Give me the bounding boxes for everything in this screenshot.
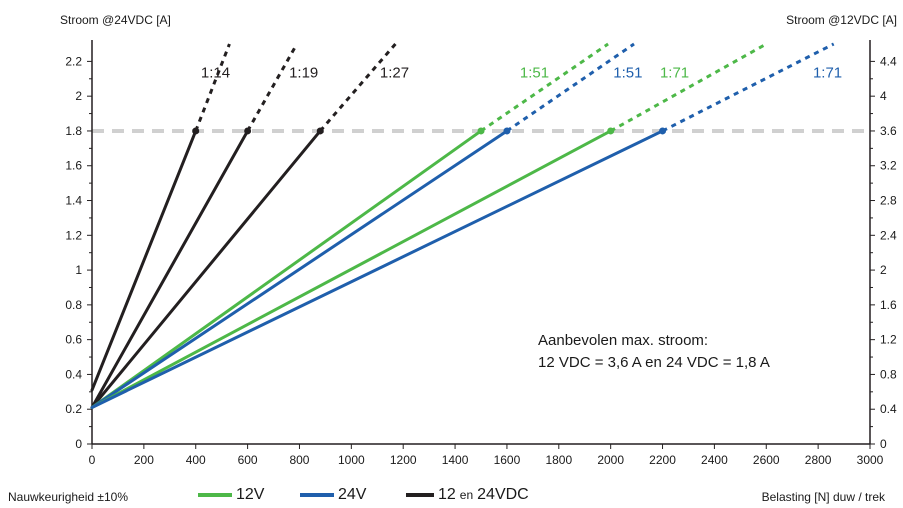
legend-item-12v: 12V: [198, 486, 264, 504]
series-max-point: [316, 127, 324, 135]
x-tick-label: 3000: [857, 453, 884, 467]
series-ratio-label: 1:71: [660, 65, 689, 82]
series-max-point: [607, 127, 615, 135]
series-line-dashed: [661, 42, 835, 133]
y-left-tick-label: 0.4: [65, 367, 82, 381]
x-tick-label: 2200: [649, 453, 676, 467]
max-current-annotation: Aanbevolen max. stroom: 12 VDC = 3,6 A e…: [530, 326, 778, 378]
legend-label-24vdc: 24VDC: [477, 486, 529, 503]
annotation-line-2: 12 VDC = 3,6 A en 24 VDC = 1,8 A: [538, 354, 770, 371]
y-left-tick-label: 1.2: [65, 228, 82, 242]
series-max-point: [659, 127, 667, 135]
x-tick-label: 2600: [753, 453, 780, 467]
x-axis-title: Belasting [N] duw / trek: [761, 490, 885, 504]
series-line-solid: [90, 129, 250, 409]
y-right-tick-label: 0.8: [880, 367, 897, 381]
annotation-line-1: Aanbevolen max. stroom:: [538, 332, 709, 349]
series-line-solid: [90, 129, 613, 409]
y-right-tick-label: 2.8: [880, 194, 897, 208]
y-right-tick-label: 1.2: [880, 333, 897, 347]
y-right-tick-label: 2: [880, 263, 887, 277]
legend-label-24v: 24V: [338, 486, 367, 503]
x-tick-label: 2800: [805, 453, 832, 467]
x-tick-label: 1000: [338, 453, 365, 467]
y-left-tick-label: 2.2: [65, 54, 82, 68]
series-line-dashed: [319, 43, 397, 132]
x-tick-label: 600: [238, 453, 258, 467]
right-axis-title: Stroom @12VDC [A]: [786, 13, 897, 27]
y-left-tick-label: 1.4: [65, 194, 82, 208]
series-ratio-label: 1:14: [201, 65, 230, 82]
series-line-solid: [90, 129, 198, 392]
series-max-point: [192, 127, 200, 135]
series-max-point: [503, 127, 511, 135]
y-left-tick-label: 1.6: [65, 159, 82, 173]
x-tick-label: 0: [89, 453, 96, 467]
legend-label-12: 12: [438, 486, 456, 503]
series-ratio-label: 1:19: [289, 65, 318, 82]
x-tick-label: 800: [289, 453, 309, 467]
y-right-tick-label: 1.6: [880, 298, 897, 312]
y-left-tick-label: 1.8: [65, 124, 82, 138]
series-ratio-label: 1:51: [613, 65, 642, 82]
left-axis-title: Stroom @24VDC [A]: [60, 13, 171, 27]
y-right-tick-label: 4: [880, 89, 887, 103]
x-tick-label: 1600: [494, 453, 521, 467]
series-max-point: [244, 127, 252, 135]
y-right-tick-label: 0: [880, 437, 887, 451]
series-line-dashed: [609, 42, 767, 133]
x-tick-label: 2000: [597, 453, 624, 467]
y-left-tick-label: 1: [75, 263, 82, 277]
y-left-tick-label: 0: [75, 437, 82, 451]
y-left-tick-label: 0.6: [65, 333, 82, 347]
series-max-point: [477, 127, 485, 135]
x-tick-label: 1200: [390, 453, 417, 467]
legend-item-12-24vdc: 12 en 24VDC: [406, 486, 529, 504]
y-right-tick-label: 3.6: [880, 124, 897, 138]
legend-item-24v: 24V: [300, 486, 366, 504]
legend-swatch-24v: [300, 493, 334, 497]
legend-swatch-12-24vdc: [406, 493, 434, 497]
y-left-tick-label: 0.2: [65, 402, 82, 416]
y-left-tick-label: 2: [75, 89, 82, 103]
legend-label-12v: 12V: [236, 486, 265, 503]
x-tick-label: 1800: [545, 453, 572, 467]
series-line-dashed: [506, 42, 635, 133]
series-line-solid: [90, 129, 483, 409]
accuracy-note: Nauwkeurigheid ±10%: [8, 490, 128, 504]
series-ratio-label: 1:71: [813, 65, 842, 82]
series-line-solid: [90, 129, 665, 409]
series-line-dashed: [194, 43, 231, 132]
legend-swatch-12v: [198, 493, 232, 497]
series-line-solid: [90, 129, 509, 409]
series-ratio-label: 1:27: [380, 65, 409, 82]
y-right-tick-label: 4.4: [880, 54, 897, 68]
y-right-tick-label: 0.4: [880, 402, 897, 416]
x-tick-label: 400: [186, 453, 206, 467]
x-tick-label: 1400: [442, 453, 469, 467]
x-tick-label: 200: [134, 453, 154, 467]
y-left-tick-label: 0.8: [65, 298, 82, 312]
series-line-solid: [90, 129, 322, 409]
y-right-tick-label: 2.4: [880, 228, 897, 242]
series-line-dashed: [480, 42, 609, 133]
legend-label-en: en: [459, 488, 474, 502]
x-tick-label: 2400: [701, 453, 728, 467]
series-line-dashed: [246, 43, 299, 132]
series-ratio-label: 1:51: [520, 65, 549, 82]
y-right-tick-label: 3.2: [880, 159, 897, 173]
